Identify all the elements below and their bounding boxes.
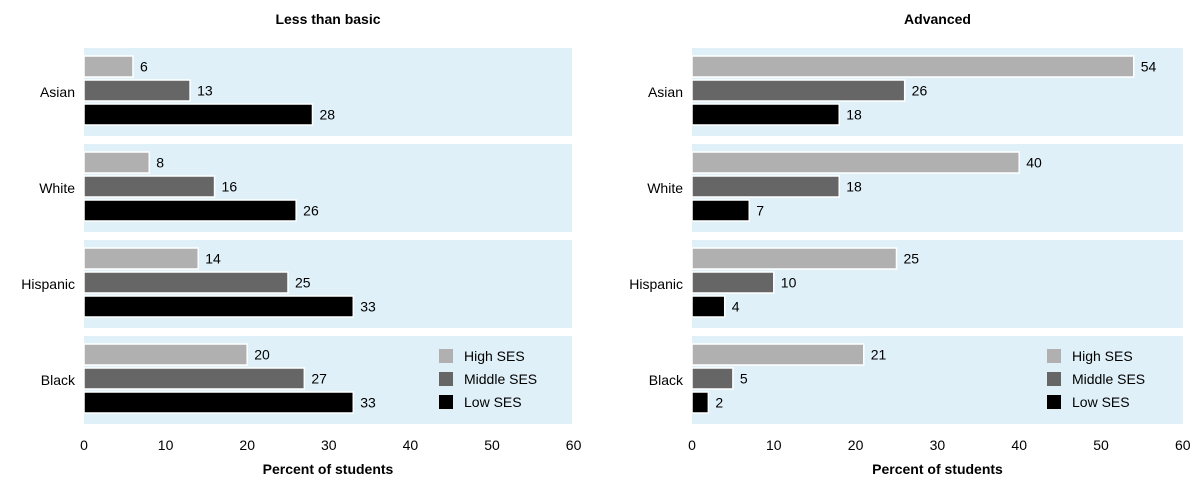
bar-high-ses-hispanic xyxy=(691,247,898,270)
x-tick-label: 0 xyxy=(688,437,696,453)
data-label-low-ses-white: 7 xyxy=(756,203,764,219)
legend-swatch-low-ses xyxy=(439,395,453,409)
bar-high-ses-white xyxy=(83,151,151,174)
bar-middle-ses-asian xyxy=(83,79,191,102)
bar-middle-ses-white xyxy=(691,175,840,198)
category-label-asian: Asian xyxy=(648,84,683,100)
legend-swatch-low-ses xyxy=(1047,395,1061,409)
data-label-middle-ses-black: 5 xyxy=(740,371,748,387)
data-label-low-ses-hispanic: 4 xyxy=(732,299,740,315)
data-label-low-ses-asian: 18 xyxy=(846,107,862,123)
legend-label-high-ses: High SES xyxy=(1072,348,1133,364)
bar-high-ses-asian xyxy=(83,55,134,78)
x-tick-label: 0 xyxy=(80,437,88,453)
bar-middle-ses-asian xyxy=(691,79,906,102)
category-label-asian: Asian xyxy=(40,84,75,100)
x-tick-label: 30 xyxy=(930,437,946,453)
bar-middle-ses-black xyxy=(83,367,306,390)
category-label-white: White xyxy=(39,180,75,196)
bar-middle-ses-black xyxy=(691,367,734,390)
legend: High SES Middle SES Low SES xyxy=(1047,348,1145,410)
data-label-high-ses-hispanic: 25 xyxy=(904,251,920,267)
data-label-high-ses-hispanic: 14 xyxy=(205,251,221,267)
data-label-low-ses-asian: 28 xyxy=(319,107,335,123)
x-tick-label: 60 xyxy=(1175,437,1191,453)
data-label-low-ses-black: 33 xyxy=(360,395,376,411)
bar-high-ses-hispanic xyxy=(83,247,199,270)
data-label-middle-ses-white: 18 xyxy=(846,179,862,195)
x-tick-label: 60 xyxy=(566,437,582,453)
x-axis-label: Percent of students xyxy=(263,461,394,477)
legend-label-high-ses: High SES xyxy=(464,348,525,364)
bar-low-ses-hispanic xyxy=(83,295,355,318)
x-axis-label: Percent of students xyxy=(872,461,1003,477)
data-label-middle-ses-asian: 26 xyxy=(912,83,928,99)
x-tick-label: 10 xyxy=(158,437,174,453)
plot-area: Asian542618White40187Hispanic25104Black2… xyxy=(629,48,1183,424)
data-label-high-ses-asian: 6 xyxy=(140,59,148,75)
x-tick-label: 50 xyxy=(484,437,500,453)
legend-swatch-middle-ses xyxy=(439,372,453,386)
x-tick-label: 40 xyxy=(1011,437,1027,453)
x-tick-label: 20 xyxy=(848,437,864,453)
data-label-middle-ses-hispanic: 25 xyxy=(295,275,311,291)
x-tick-label: 20 xyxy=(239,437,255,453)
data-label-middle-ses-hispanic: 10 xyxy=(781,275,797,291)
bar-low-ses-asian xyxy=(83,103,314,126)
legend-swatch-middle-ses xyxy=(1047,372,1061,386)
legend-label-low-ses: Low SES xyxy=(464,394,522,410)
bar-low-ses-white xyxy=(691,199,751,222)
data-label-middle-ses-white: 16 xyxy=(222,179,238,195)
x-tick-label: 10 xyxy=(766,437,782,453)
bar-low-ses-asian xyxy=(691,103,840,126)
category-label-hispanic: Hispanic xyxy=(629,276,683,292)
category-label-black: Black xyxy=(41,372,76,388)
data-label-low-ses-white: 26 xyxy=(303,203,319,219)
chart-title: Less than basic xyxy=(275,11,380,27)
bar-low-ses-white xyxy=(83,199,297,222)
legend-label-low-ses: Low SES xyxy=(1072,394,1130,410)
x-tick-label: 30 xyxy=(321,437,337,453)
data-label-high-ses-white: 8 xyxy=(156,155,164,171)
x-tick-label: 50 xyxy=(1093,437,1109,453)
x-tick-label: 40 xyxy=(403,437,419,453)
legend-label-middle-ses: Middle SES xyxy=(1072,371,1145,387)
bar-low-ses-hispanic xyxy=(691,295,726,318)
bar-low-ses-black xyxy=(83,391,355,414)
bar-middle-ses-white xyxy=(83,175,216,198)
data-label-low-ses-hispanic: 33 xyxy=(360,299,376,315)
bar-middle-ses-hispanic xyxy=(691,271,775,294)
data-label-low-ses-black: 2 xyxy=(715,395,723,411)
legend-swatch-high-ses xyxy=(1047,349,1061,363)
data-label-high-ses-white: 40 xyxy=(1026,155,1042,171)
bar-high-ses-black xyxy=(83,343,248,366)
bar-high-ses-asian xyxy=(691,55,1135,78)
bar-middle-ses-hispanic xyxy=(83,271,289,294)
chart-title: Advanced xyxy=(904,11,971,27)
data-label-high-ses-black: 21 xyxy=(871,347,887,363)
data-label-high-ses-black: 20 xyxy=(254,347,270,363)
data-label-middle-ses-black: 27 xyxy=(311,371,327,387)
chart-advanced: Asian542618White40187Hispanic25104Black2… xyxy=(629,11,1191,477)
category-label-black: Black xyxy=(649,372,684,388)
category-label-hispanic: Hispanic xyxy=(21,276,75,292)
data-label-middle-ses-asian: 13 xyxy=(197,83,213,99)
legend-label-middle-ses: Middle SES xyxy=(464,371,537,387)
bar-high-ses-black xyxy=(691,343,865,366)
legend-swatch-high-ses xyxy=(439,349,453,363)
legend: High SES Middle SES Low SES xyxy=(439,348,537,410)
chart-less-than-basic: Asian 6 13 28 White 8 16 26 Hispanic 14 25 33 Black 2… xyxy=(21,11,581,477)
data-label-high-ses-asian: 54 xyxy=(1141,59,1157,75)
plot-area: Asian 6 13 28 White 8 16 26 Hispanic 14 25 33 Black 2… xyxy=(21,48,572,424)
bar-low-ses-black xyxy=(691,391,710,414)
category-label-white: White xyxy=(647,180,683,196)
bar-high-ses-white xyxy=(691,151,1020,174)
